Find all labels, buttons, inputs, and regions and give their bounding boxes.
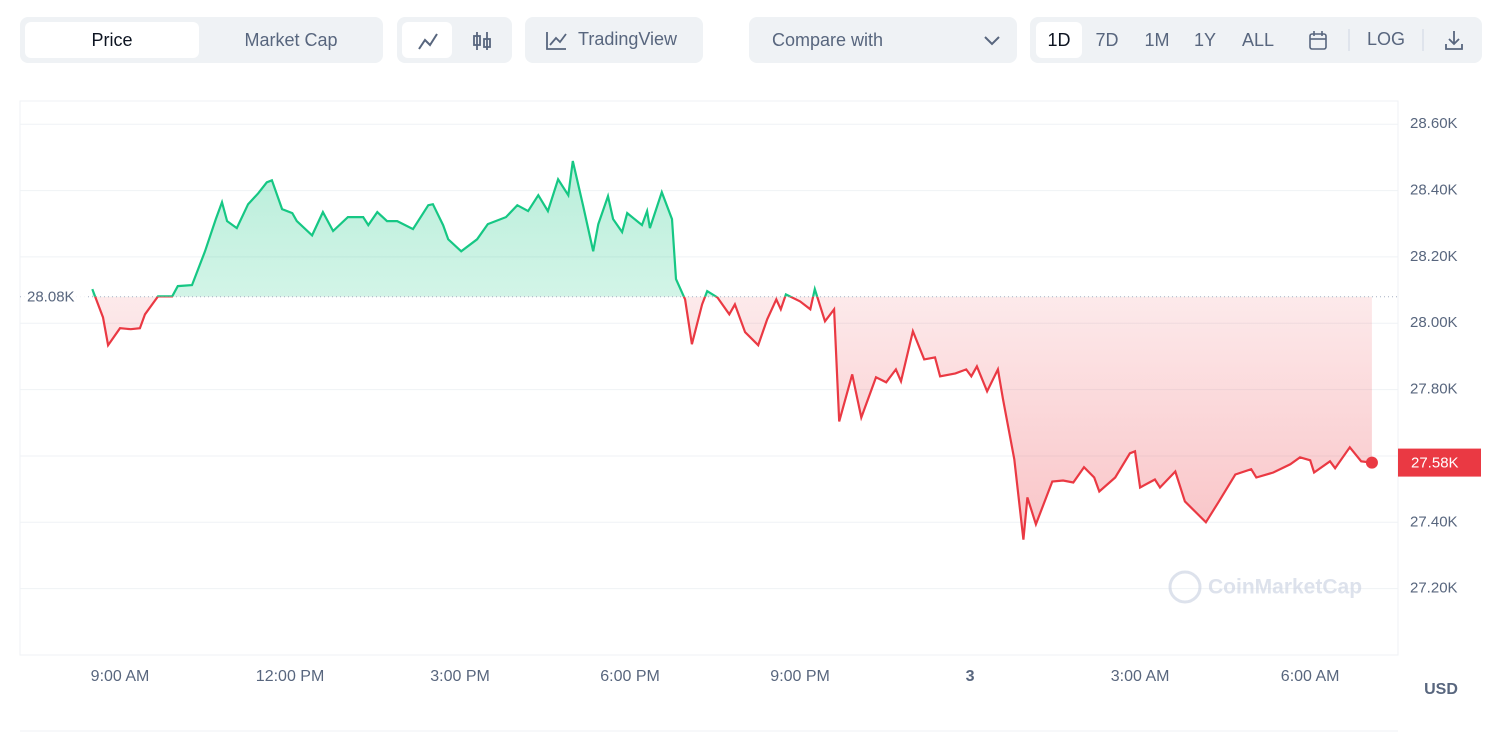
line-chart-button[interactable] [402,22,452,58]
chevron-icon [984,36,1000,46]
plot-frame [19,100,1399,656]
range-button[interactable]: 1M [1144,30,1169,50]
x-tick-label: 3 [966,668,975,685]
compare-label[interactable]: Compare with [772,30,883,50]
area-up [92,161,818,297]
x-tick-label: 6:00 PM [600,668,660,685]
tradingview-button[interactable] [525,17,703,63]
range-button[interactable]: 7D [1095,30,1118,50]
calendar-icon[interactable] [1309,31,1327,50]
baseline-label-bg [22,285,88,308]
x-tick-label: 3:00 PM [430,668,490,685]
y-tick-label: 27.40K [1410,513,1458,530]
currency-label: USD [1424,681,1458,698]
x-tick-label: 6:00 AM [1281,668,1340,685]
x-tick-label: 3:00 AM [1111,668,1170,685]
range-button[interactable]: 1D [1047,30,1070,50]
watermark-logo [1168,570,1202,604]
current-price-label: 27.58K [1411,455,1459,472]
watermark: CoinMarketCap [1208,576,1362,599]
candle-icon[interactable] [473,32,491,50]
range-selected[interactable] [1036,22,1082,58]
x-tick-label: 12:00 PM [256,668,324,685]
price-line-up [91,160,819,297]
log-button[interactable]: LOG [1367,29,1405,49]
x-tick-label: 9:00 PM [770,668,830,685]
price-line-down [94,296,1373,540]
compare-dropdown[interactable] [749,17,1017,63]
area-down [92,296,1372,540]
tab-price[interactable]: Price [91,30,132,50]
last-point [1365,456,1378,469]
tv-icon [546,32,566,50]
y-tick-label: 28.40K [1410,182,1458,199]
tab-selected[interactable] [25,22,199,58]
tab-market-cap[interactable]: Market Cap [244,30,337,50]
y-tick-label: 28.00K [1410,314,1458,331]
x-tick-label: 9:00 AM [91,668,150,685]
range-button[interactable]: ALL [1242,30,1274,50]
y-tick-label: 28.60K [1410,115,1458,132]
line-icon [418,33,438,50]
y-tick-label: 27.20K [1410,580,1458,597]
download-icon[interactable] [1445,31,1463,50]
y-tick-label: 28.20K [1410,248,1458,265]
baseline-label: 28.08K [27,289,75,306]
tradingview-label[interactable]: TradingView [578,29,678,49]
toolbar: Price Market Cap TradingView Compare wit… [20,17,1482,63]
tv-icon [549,33,567,46]
range-button[interactable]: 1Y [1194,30,1216,50]
current-price-tag [1398,448,1481,477]
y-tick-label: 27.80K [1410,381,1458,398]
range-group [1030,17,1482,63]
